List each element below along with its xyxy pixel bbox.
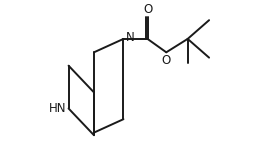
Text: N: N: [126, 31, 134, 44]
Text: O: O: [143, 3, 152, 16]
Text: O: O: [162, 54, 171, 67]
Text: HN: HN: [49, 102, 67, 115]
